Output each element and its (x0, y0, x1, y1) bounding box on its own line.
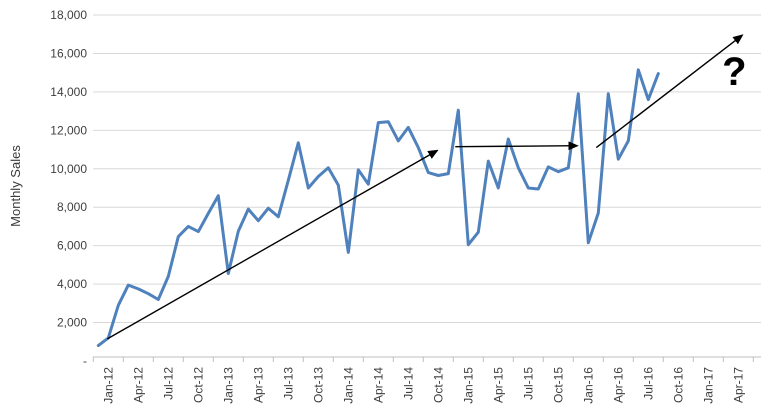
x-tick-label: Jul-16 (641, 367, 655, 400)
x-axis-labels: Jan-12 Apr-12 Jul-12 Oct-12 Jan-13 Apr-13 Jul-… (101, 367, 745, 404)
y-tick-label: - (83, 354, 87, 368)
x-tick-label: Jan-12 (101, 367, 115, 404)
x-tick-label: Apr-12 (131, 367, 145, 403)
x-tick-label: Jan-13 (221, 367, 235, 404)
y-tick-label: 16,000 (50, 46, 87, 60)
trend-arrow-rising-trend-2016-2017 (595, 34, 744, 149)
y-tick-label: 4,000 (57, 277, 87, 291)
x-tick-label: Jul-13 (281, 367, 295, 400)
x-tick-label: Jan-14 (341, 367, 355, 404)
x-tick-label: Jan-17 (701, 367, 715, 404)
x-tick-label: Apr-15 (491, 367, 505, 403)
y-tick-label: 8,000 (57, 200, 87, 214)
x-tick-label: Jul-14 (401, 367, 415, 400)
x-tick-label: Apr-13 (251, 367, 265, 403)
x-tick-label: Oct-14 (431, 367, 445, 403)
x-tick-label: Apr-16 (611, 367, 625, 403)
question-mark-annotation: ? (722, 50, 746, 94)
y-axis-labels: 18,000 16,000 14,000 12,000 10,000 8,000 6,000… (50, 8, 87, 368)
trend-arrow-flat-trend-2015 (455, 141, 579, 151)
x-tick-label: Jan-16 (581, 367, 595, 404)
x-tick-label: Apr-14 (371, 367, 385, 403)
y-tick-label: 18,000 (50, 8, 87, 22)
x-tick-label: Jan-15 (461, 367, 475, 404)
x-tick-label: Apr-17 (731, 367, 745, 403)
x-tick-label: Oct-15 (551, 367, 565, 403)
x-axis (92, 356, 761, 362)
x-tick-label: Jul-12 (161, 367, 175, 400)
y-tick-label: 10,000 (50, 162, 87, 176)
trend-arrows (106, 34, 744, 340)
y-tick-label: 6,000 (57, 239, 87, 253)
x-tick-label: Jul-15 (521, 367, 535, 400)
x-tick-label: Oct-16 (671, 367, 685, 403)
x-tick-label: Oct-12 (191, 367, 205, 403)
y-tick-label: 14,000 (50, 85, 87, 99)
y-axis-title: Monthly Sales (8, 145, 23, 227)
x-tick-label: Oct-13 (311, 367, 325, 403)
y-tick-label: 12,000 (50, 123, 87, 137)
trend-arrow-rising-trend-2012-2014 (106, 149, 439, 340)
monthly-sales-series-line (96, 68, 660, 348)
y-tick-label: 2,000 (57, 316, 87, 330)
